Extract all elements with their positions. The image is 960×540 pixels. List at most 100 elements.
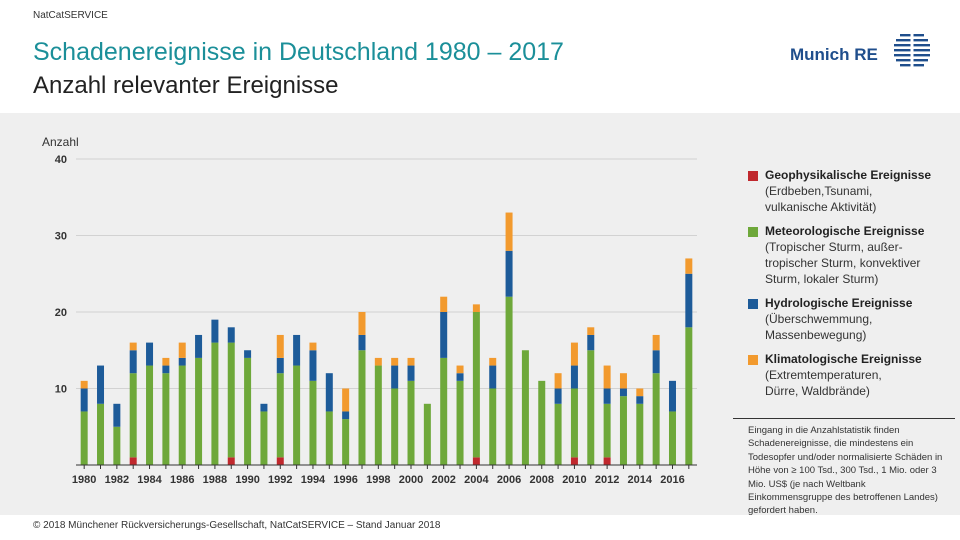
x-tick-label: 2006 xyxy=(497,474,521,486)
bar-segment xyxy=(619,373,627,389)
bar-segment xyxy=(456,365,464,374)
logo-mark-icon xyxy=(894,32,930,68)
page-title: Schadenereignisse in Deutschland 1980 – … xyxy=(33,38,564,66)
bar-segment xyxy=(80,388,88,412)
x-tick-label: 1992 xyxy=(268,474,292,486)
bar-segment xyxy=(668,380,676,412)
legend-swatch xyxy=(748,227,758,237)
x-tick-label: 1988 xyxy=(203,474,227,486)
source-label: NatCatSERVICE xyxy=(33,10,108,21)
y-tick-label: 30 xyxy=(55,231,67,243)
bar-segment xyxy=(374,365,382,465)
legend-title: Klimatologische Ereignisse xyxy=(765,352,922,366)
x-tick-label: 2012 xyxy=(595,474,619,486)
bar-segment xyxy=(685,273,693,328)
bar-segment xyxy=(129,457,137,465)
bar-segment xyxy=(407,380,415,465)
bar-segment xyxy=(587,350,595,465)
bar-segment xyxy=(391,365,399,389)
bar-segment xyxy=(342,388,350,412)
chart-panel xyxy=(0,113,960,515)
munich-re-logo: Munich RE xyxy=(790,32,940,68)
x-tick-label: 1996 xyxy=(333,474,357,486)
bar-segment xyxy=(358,334,366,351)
bar-segment xyxy=(570,457,578,465)
x-tick-label: 1980 xyxy=(72,474,96,486)
bar-segment xyxy=(570,388,578,458)
legend-title: Meteorologische Ereignisse xyxy=(765,224,925,238)
bar-segment xyxy=(195,334,203,358)
bar-segment xyxy=(129,342,137,351)
bar-segment xyxy=(456,380,464,465)
logo-text: Munich RE xyxy=(790,45,878,64)
x-tick-label: 2000 xyxy=(399,474,423,486)
legend-desc: Massenbewegung) xyxy=(765,328,867,342)
bar-segment xyxy=(325,411,333,465)
bar-segment xyxy=(619,396,627,465)
bar-segment xyxy=(244,357,252,465)
bar-segment xyxy=(146,342,154,366)
bar-segment xyxy=(195,357,203,465)
bar-segment xyxy=(603,365,611,389)
bar-segment xyxy=(113,426,121,465)
bar-segment xyxy=(358,350,366,465)
bar-segment xyxy=(211,319,219,343)
x-tick-label: 1998 xyxy=(366,474,390,486)
y-tick-label: 20 xyxy=(55,307,67,319)
bar-segment xyxy=(554,373,562,389)
bar-segment xyxy=(554,403,562,465)
bar-segment xyxy=(505,296,513,465)
bar-segment xyxy=(587,327,595,335)
bar-segment xyxy=(472,312,480,458)
legend-desc: (Extremtemperaturen, xyxy=(765,368,882,382)
page-subtitle: Anzahl relevanter Ereignisse xyxy=(33,72,339,99)
bar-segment xyxy=(178,365,186,465)
legend-desc: Dürre, Waldbrände) xyxy=(765,384,870,398)
bar-segment xyxy=(276,357,284,374)
bar-segment xyxy=(407,365,415,381)
bar-segment xyxy=(391,388,399,465)
x-tick-label: 1994 xyxy=(301,474,326,486)
bar-segment xyxy=(440,312,448,358)
bar-segment xyxy=(129,373,137,458)
legend-swatch xyxy=(748,355,758,365)
x-tick-label: 1982 xyxy=(105,474,129,486)
x-tick-label: 2016 xyxy=(660,474,684,486)
x-tick-label: 1984 xyxy=(137,474,162,486)
bar-segment xyxy=(472,304,480,312)
bar-segment xyxy=(652,350,660,374)
bar-segment xyxy=(309,350,317,381)
bar-segment xyxy=(260,411,268,465)
legend-desc: Sturm, lokaler Sturm) xyxy=(765,272,879,286)
bar-segment xyxy=(668,411,676,465)
bar-segment xyxy=(129,350,137,374)
bar-segment xyxy=(489,388,497,465)
bar-segment xyxy=(587,334,595,351)
bar-segment xyxy=(276,373,284,458)
bar-segment xyxy=(276,457,284,465)
bar-segment xyxy=(538,380,546,465)
bar-segment xyxy=(685,327,693,465)
legend-desc: (Tropischer Sturm, außer- xyxy=(765,240,903,254)
bar-segment xyxy=(391,357,399,366)
copyright-footer: © 2018 Münchener Rückversicherungs-Gesel… xyxy=(33,520,441,531)
bar-segment xyxy=(521,350,529,465)
bar-segment xyxy=(472,457,480,465)
bar-segment xyxy=(211,342,219,465)
y-tick-label: 10 xyxy=(55,384,67,396)
bar-segment xyxy=(440,296,448,312)
bar-segment xyxy=(685,258,693,274)
bar-segment xyxy=(440,357,448,465)
x-tick-label: 2010 xyxy=(562,474,586,486)
legend-item-climatological: Klimatologische Ereignisse (Extremtemper… xyxy=(748,352,958,399)
x-tick-label: 2002 xyxy=(431,474,455,486)
bar-segment xyxy=(276,334,284,358)
bar-segment xyxy=(178,342,186,358)
bar-segment xyxy=(407,357,415,366)
legend-title: Hydrologische Ereignisse xyxy=(765,296,913,310)
bar-segment xyxy=(423,403,431,465)
bar-segment xyxy=(162,357,170,366)
bar-segment xyxy=(652,373,660,465)
bar-segment xyxy=(162,365,170,374)
x-tick-label: 2008 xyxy=(530,474,554,486)
